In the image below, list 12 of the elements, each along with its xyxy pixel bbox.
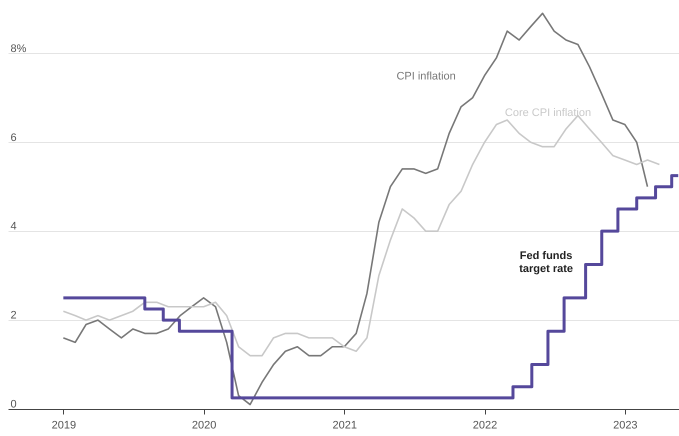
y-tick-label: 2 [10,310,17,322]
y-tick-label: 4 [10,220,17,233]
y-tick-label: 6 [10,132,17,144]
x-tick-label: 2019 [52,420,76,432]
y-tick-label: 8% [10,42,27,55]
x-tick-label: 2022 [472,420,498,432]
x-tick-label: 2021 [332,420,358,432]
series-label: Fed funds target rate [519,250,573,275]
x-tick-label: 2020 [192,420,216,432]
text: CPI inflation [396,70,456,83]
x-tick-label: 2023 [613,420,638,432]
y-tick-label: 0 [10,398,17,410]
